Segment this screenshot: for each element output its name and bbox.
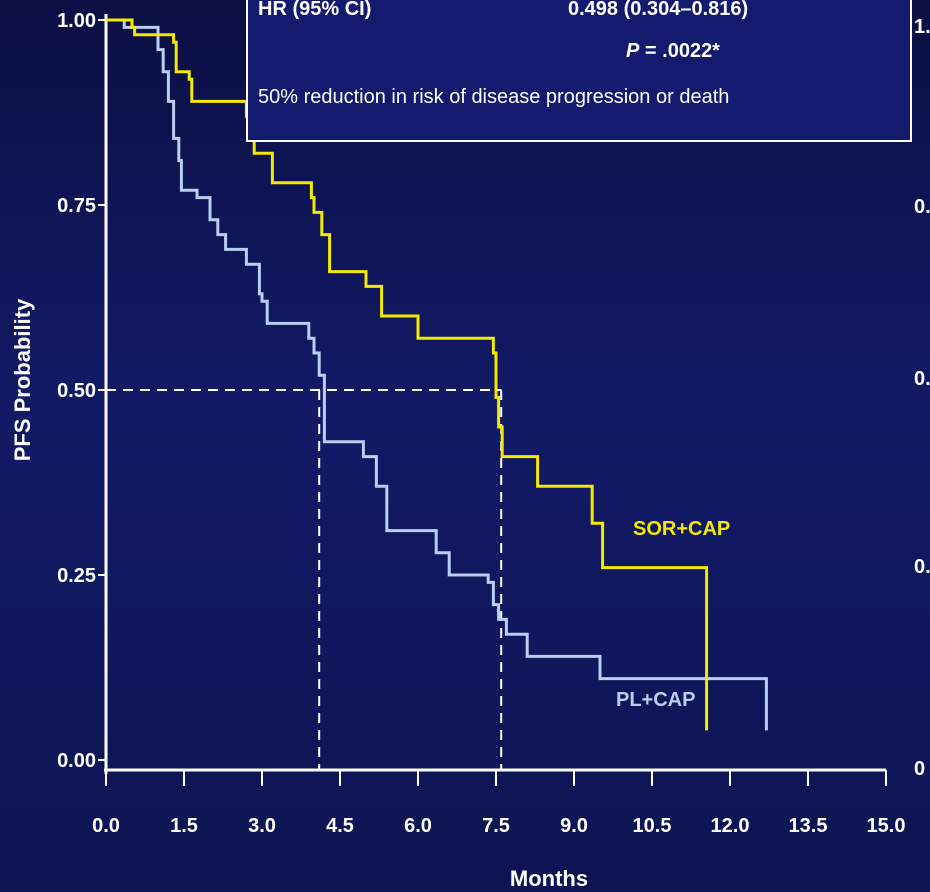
hr-label: HR (95% CI): [258, 0, 372, 20]
y-tick-label: 0.25: [57, 565, 96, 587]
series-label-pl-cap: PL+CAP: [616, 689, 695, 711]
series-line-pl-cap: [106, 18, 768, 731]
risk-reduction-text: 50% reduction in risk of disease progres…: [258, 86, 730, 108]
p-rest: = .0022*: [639, 40, 720, 62]
x-tick-label: 3.0: [248, 815, 276, 837]
series-layer: [106, 18, 768, 731]
x-tick-label: 10.5: [633, 815, 672, 837]
right-axis-tick: 0: [914, 758, 926, 780]
series-line-sor-cap: [106, 18, 709, 731]
x-tick-label: 13.5: [789, 815, 828, 837]
median-lines-layer: [106, 389, 503, 770]
x-tick-label: 0.0: [92, 815, 120, 837]
x-tick-label: 7.5: [482, 815, 510, 837]
y-axis-title: PFS Probability: [10, 298, 35, 461]
hr-value: 0.498 (0.304–0.816): [568, 0, 749, 20]
stats-box: HR (95% CI) 0.498 (0.304–0.816) P = .002…: [246, 0, 912, 142]
y-tick-label: 0.00: [57, 750, 96, 772]
x-tick-label: 12.0: [711, 815, 750, 837]
x-tick-label: 9.0: [560, 815, 588, 837]
x-tick-label: 1.5: [170, 815, 198, 837]
x-tick-label: 6.0: [404, 815, 432, 837]
right-axis-tick: 0.: [914, 556, 930, 578]
y-tick-label: 0.50: [57, 380, 96, 402]
x-tick-label: 15.0: [867, 815, 906, 837]
series-label-sor-cap: SOR+CAP: [633, 518, 730, 540]
y-tick-label: 1.00: [57, 10, 96, 32]
x-tick-label: 4.5: [326, 815, 354, 837]
x-axis-title: Months: [510, 866, 588, 891]
right-axis-tick: 0.: [914, 368, 930, 390]
right-axis-tick: 1.: [914, 16, 930, 38]
p-letter: P: [626, 40, 640, 62]
axes-layer: 0.00 0.25 0.50 0.75 1.00 0.0 1.5 3.0 4.5 6.0 7.5 9.…: [57, 10, 905, 837]
y-tick-label: 0.75: [57, 195, 96, 217]
p-value: P = .0022*: [626, 40, 720, 63]
right-axis-tick: 0.: [914, 196, 930, 218]
